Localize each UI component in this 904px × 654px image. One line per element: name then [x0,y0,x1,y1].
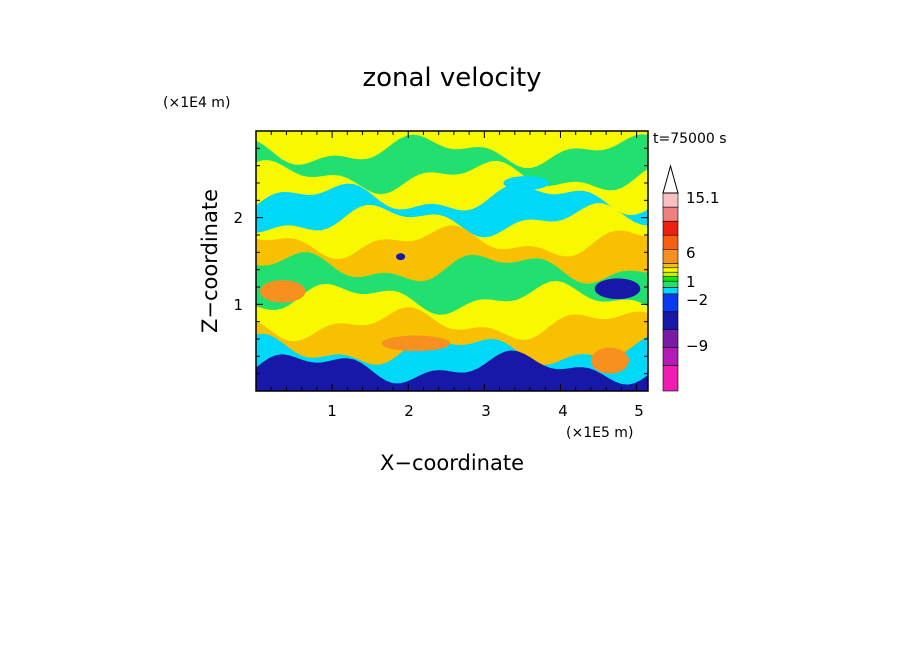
y-tick-label: 2 [233,209,243,227]
time-label: t=75000 s [653,131,727,147]
colorbar-swatch [662,234,679,250]
colorbar-extend-arrow [662,164,679,194]
axis-ticks [256,131,648,391]
colorbar-swatch [662,287,679,295]
colorbar-label: 6 [686,244,696,262]
y-axis-label: Z−coordinate [198,189,222,333]
x-tick-label: 5 [634,402,644,420]
x-axis-label: X−coordinate [380,451,524,475]
colorbar [662,164,679,392]
colorbar-swatch [662,329,679,348]
colorbar-swatch [662,271,679,278]
colorbar-label: 1 [686,273,696,291]
plot-frame [255,130,649,392]
colorbar-label: −2 [686,291,708,309]
velocity-blob [594,278,641,300]
chart-title: zonal velocity [362,63,541,93]
x-tick-label: 2 [404,402,414,420]
colorbar-swatch [662,311,679,330]
colorbar-label: −9 [686,337,708,355]
colorbar-label: 15.1 [686,189,719,207]
colorbar-swatch [662,192,679,208]
colorbar-swatch [662,220,679,236]
colorbar-swatch [662,276,679,282]
colorbar-swatch [662,347,679,366]
x-unit-label: (×1E5 m) [566,425,633,441]
x-tick-label: 1 [327,402,337,420]
y-tick-label: 1 [233,296,243,314]
velocity-band [256,350,648,391]
velocity-blob [396,253,406,261]
colorbar-swatch [662,248,679,264]
x-tick-label: 3 [481,402,491,420]
y-unit-label: (×1E4 m) [163,95,230,111]
colorbar-swatch [662,206,679,222]
colorbar-swatch [662,262,679,269]
colorbar-swatch [662,293,679,313]
velocity-blob [381,335,451,352]
velocity-blob [503,176,550,190]
velocity-blob [590,347,629,374]
x-tick-label: 4 [558,402,568,420]
colorbar-swatch [662,365,679,392]
velocity-field [256,131,648,391]
colorbar-swatch [662,267,679,273]
colorbar-swatch [662,280,679,288]
velocity-blob [259,280,306,303]
